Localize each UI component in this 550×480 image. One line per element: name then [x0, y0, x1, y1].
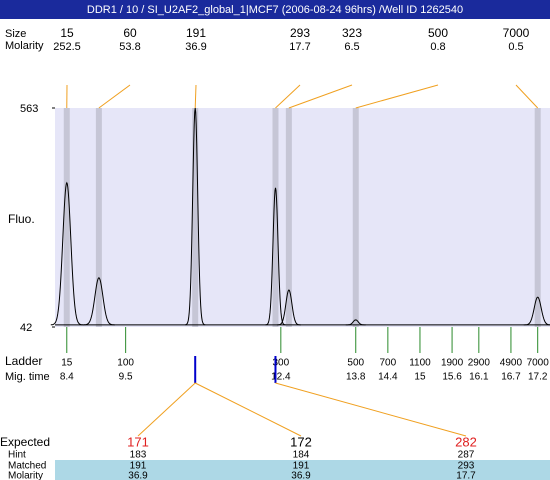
- matched-value: 191: [293, 461, 310, 472]
- peak-band: [63, 108, 70, 327]
- peak-band: [534, 108, 541, 327]
- header-bar: [0, 0, 550, 19]
- ladder-time: 15: [414, 372, 426, 383]
- peak-connector: [515, 84, 539, 109]
- ladder-time: 12.4: [271, 372, 291, 383]
- expected-connector: [275, 382, 467, 437]
- trace-peak: [82, 277, 115, 326]
- plot-area: [55, 108, 550, 327]
- peak-band: [272, 108, 279, 327]
- hint-value: 183: [130, 450, 147, 461]
- peak-connector: [355, 84, 439, 109]
- matched-band: [55, 460, 550, 480]
- ladder-size: 1100: [409, 358, 431, 369]
- ladder-time: 15.6: [442, 372, 462, 383]
- matched-value: 191: [130, 461, 147, 472]
- trace-peak: [276, 289, 301, 326]
- ladder-time: 17.2: [528, 372, 548, 383]
- ladder-time: 13.8: [346, 372, 366, 383]
- ladder-size: 100: [117, 358, 134, 369]
- trace-peak: [50, 181, 83, 326]
- trace-peak: [345, 319, 366, 326]
- peak-size: 500: [428, 26, 448, 40]
- expected-connector: [194, 382, 302, 437]
- y-tick-label: 42: [20, 322, 32, 334]
- peak-connector: [275, 84, 301, 109]
- peak-connector: [194, 84, 197, 109]
- y-axis-label: Fluo.: [8, 212, 35, 226]
- trace-peak: [523, 296, 550, 326]
- peak-size: 191: [186, 26, 206, 40]
- ladder-size: 300: [272, 358, 289, 369]
- ladder-size: 500: [347, 358, 364, 369]
- row-label: Matched: [8, 461, 46, 472]
- hint-value: 287: [458, 450, 475, 461]
- y-tick-label: 563: [20, 103, 38, 115]
- ladder-size: 15: [61, 358, 73, 369]
- hint-value: 184: [293, 450, 310, 461]
- row-label: Molarity: [8, 471, 43, 480]
- ladder-time: 16.7: [501, 372, 521, 383]
- molarity-row-label: Molarity: [5, 40, 44, 52]
- ladder-time: 14.4: [378, 372, 398, 383]
- peak-band: [285, 108, 292, 327]
- ladder-time: 9.5: [119, 372, 133, 383]
- molarity-value: 36.9: [291, 471, 311, 480]
- row-label: Expected: [0, 435, 50, 449]
- expected-value: 282: [455, 434, 477, 449]
- plot-layer: 4256315252.56053.819136.929317.73236.550…: [0, 26, 550, 480]
- peak-size: 60: [123, 26, 137, 40]
- ladder-size: 4900: [500, 358, 523, 369]
- peak-molarity: 17.7: [289, 41, 310, 53]
- peak-molarity: 0.8: [430, 41, 445, 53]
- expected-connector: [137, 382, 196, 437]
- peak-band: [352, 108, 359, 327]
- header-title: DDR1 / 10 / SI_U2AF2_global_1|MCF7 (2006…: [87, 4, 463, 16]
- peak-connector: [98, 84, 131, 109]
- ladder-size: 2900: [468, 358, 491, 369]
- peak-connector: [288, 84, 353, 109]
- peak-size: 293: [290, 26, 310, 40]
- peak-molarity: 53.8: [119, 41, 140, 53]
- matched-value: 293: [458, 461, 475, 472]
- mig-time-label: Mig. time: [5, 371, 50, 383]
- ladder-size: 1900: [441, 358, 464, 369]
- trace-peak: [185, 107, 206, 326]
- peak-size: 323: [342, 26, 362, 40]
- peak-molarity: 252.5: [53, 41, 81, 53]
- expected-value: 171: [127, 434, 149, 449]
- peak-molarity: 0.5: [508, 41, 523, 53]
- size-row-label: Size: [5, 28, 26, 40]
- peak-band: [192, 108, 199, 327]
- peak-size: 7000: [503, 26, 530, 40]
- molarity-value: 17.7: [456, 471, 476, 480]
- ladder-label: Ladder: [5, 354, 42, 368]
- peak-molarity: 36.9: [185, 41, 206, 53]
- ladder-size: 700: [380, 358, 397, 369]
- peak-size: 15: [60, 26, 74, 40]
- ladder-size: 7000: [527, 358, 550, 369]
- ladder-time: 16.1: [469, 372, 489, 383]
- peak-molarity: 6.5: [344, 41, 359, 53]
- ladder-time: 8.4: [60, 372, 74, 383]
- row-label: Hint: [8, 450, 26, 461]
- expected-value: 172: [290, 434, 312, 449]
- peak-band: [95, 108, 102, 327]
- molarity-value: 36.9: [128, 471, 148, 480]
